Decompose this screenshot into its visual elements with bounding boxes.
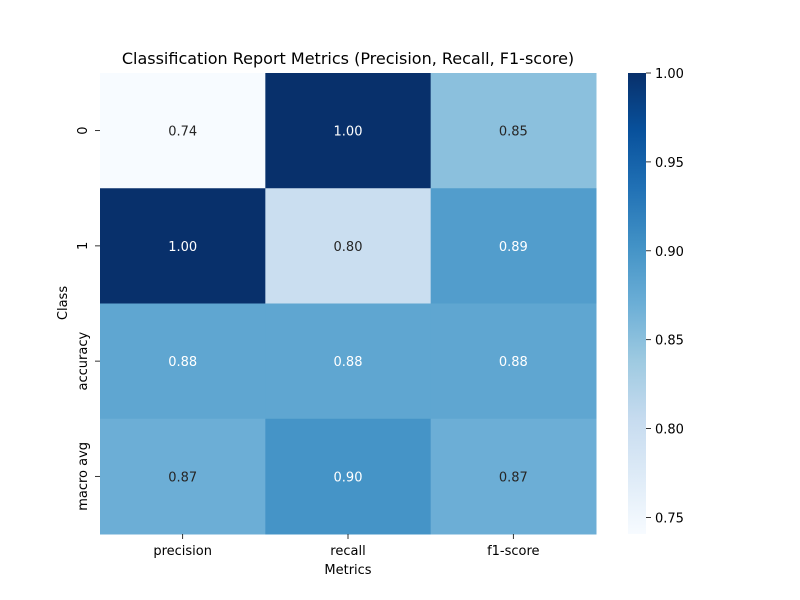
x-tick-label: precision [153,544,212,559]
x-tick-label: f1-score [487,544,539,559]
heatmap-cell [100,418,266,535]
y-axis-label: Class [56,286,71,320]
cell-value-label: 0.88 [168,355,197,370]
cell-value-label: 0.85 [499,125,528,140]
y-tick-label: accuracy [76,331,91,390]
cell-value-label: 0.90 [334,470,363,485]
heatmap-cell-labels: 0.74 1.00 0.85 1.00 0.80 0.89 0.88 0.88 0.88 0.87… [168,125,528,486]
chart-title: Classification Report Metrics (Precision… [122,49,574,68]
heatmap-cell [265,73,432,189]
cell-value-label: 0.80 [334,240,363,255]
colorbar-tick-label: 0.90 [655,245,684,260]
heatmap-cell [100,188,266,304]
cell-value-label: 0.88 [334,355,363,370]
heatmap-cell [265,188,432,304]
heatmap-cell [430,303,597,420]
heatmap-cell [430,418,597,535]
colorbar-tick-label: 0.75 [655,511,684,526]
cell-value-label: 1.00 [168,240,197,255]
heatmap-cell [265,303,432,420]
heatmap-cell [430,73,597,189]
heatmap-cell [100,73,266,189]
colorbar-ticks: 0.75 0.80 0.85 0.90 0.95 1.00 [646,67,684,526]
cell-value-label: 0.87 [168,470,197,485]
colorbar-tick-label: 0.85 [655,334,684,349]
colorbar-tick-label: 0.80 [655,423,684,438]
cell-value-label: 0.87 [499,470,528,485]
colorbar-tick-label: 0.95 [655,156,684,171]
colorbar [628,73,646,534]
cell-value-label: 0.74 [168,125,197,140]
cell-value-label: 1.00 [334,125,363,140]
heatmap-cell [430,188,597,304]
y-tick-label: 1 [76,242,91,250]
heatmap-cells [100,73,597,535]
y-tick-label: 0 [76,126,91,134]
y-tick-label: macro avg [76,442,91,511]
cell-value-label: 0.88 [499,355,528,370]
heatmap-cell [265,418,432,535]
x-tick-label: recall [330,544,365,559]
x-axis-label: Metrics [324,563,371,578]
x-axis-ticks: precision recall f1-score [153,534,540,559]
colorbar-tick-label: 1.00 [655,67,684,82]
heatmap-cell [100,303,266,420]
y-axis-ticks: 0 1 accuracy macro avg [76,126,100,511]
cell-value-label: 0.89 [499,240,528,255]
